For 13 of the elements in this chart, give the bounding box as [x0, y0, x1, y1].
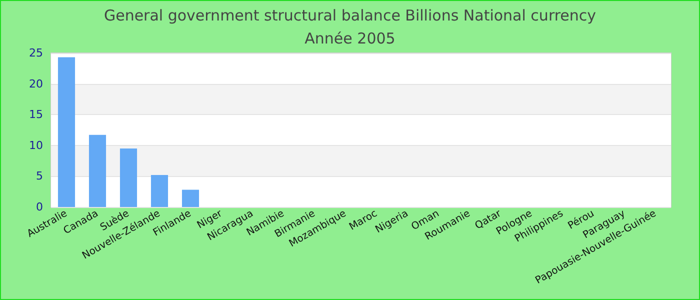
y-tick-label: 25: [29, 46, 43, 60]
bar: [58, 57, 76, 207]
chart-subtitle: Année 2005: [304, 30, 396, 48]
chart-title: General government structural balance Billions National currency: [104, 6, 596, 24]
bar: [150, 174, 168, 207]
bar: [182, 190, 200, 207]
y-tick-label: 10: [29, 138, 43, 152]
bar: [120, 148, 138, 207]
y-tick-label: 20: [29, 77, 43, 90]
bar: [88, 134, 106, 207]
y-tick-label: 15: [29, 108, 43, 122]
y-tick-label: 0: [36, 200, 43, 214]
y-tick-label: 5: [36, 170, 43, 183]
